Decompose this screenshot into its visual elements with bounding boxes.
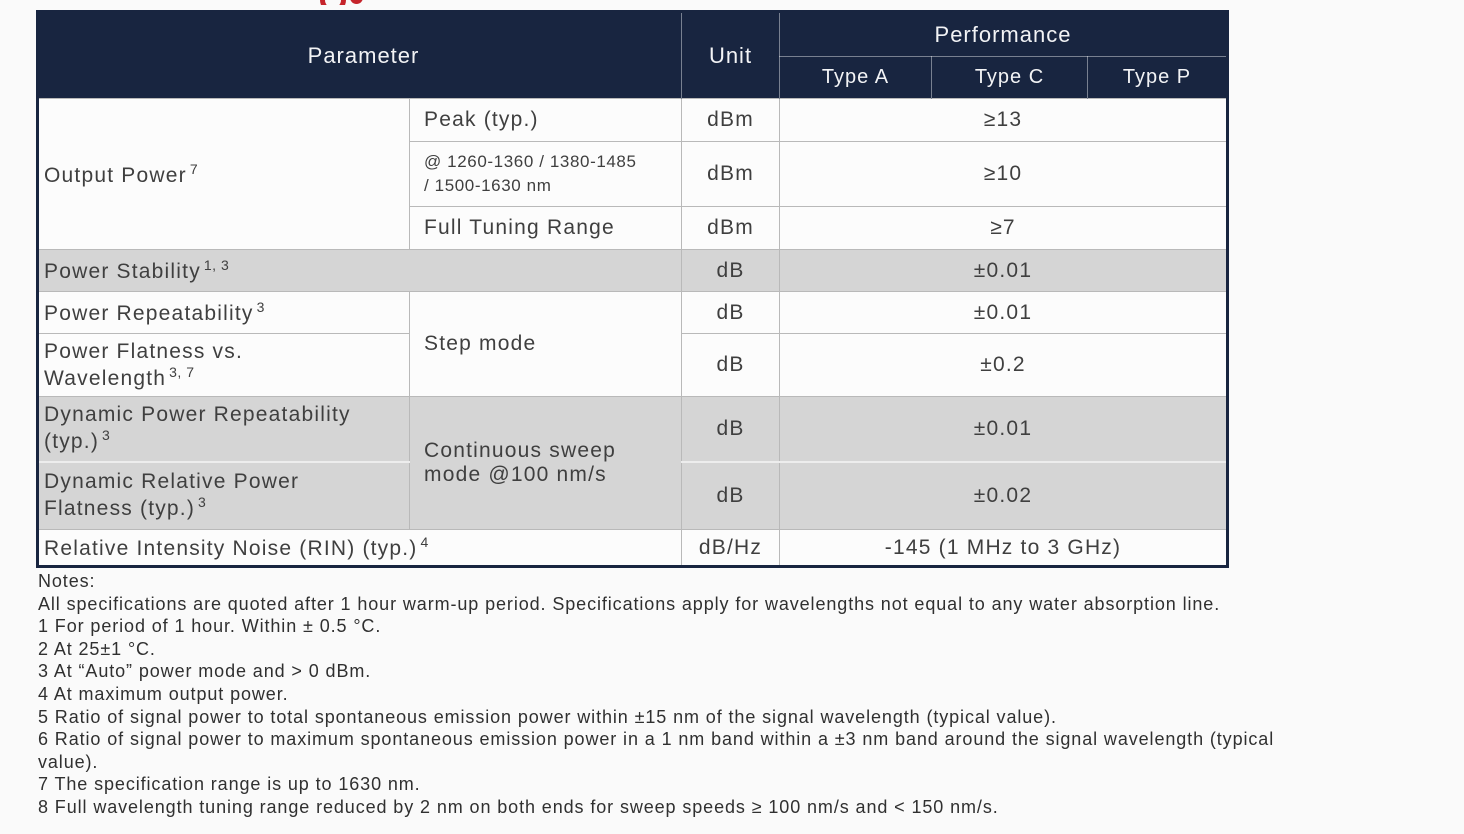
cell-param: Dynamic Relative Power Flatness (typ.) 3 — [37, 460, 410, 530]
note-line: 2 At 25±1 °C. — [38, 638, 156, 659]
note-line: value). — [38, 751, 99, 772]
cell-subparam: Peak (typ.) — [409, 98, 682, 142]
param-label: Dynamic Power Repeatability (typ.) — [44, 403, 351, 454]
col-header-unit: Unit — [681, 11, 780, 99]
header-row-top: Parameter Unit Performance — [37, 11, 1228, 99]
subparam-label-line1: @ 1260-1360 / 1380-1485 — [424, 152, 637, 171]
param-label: Relative Intensity Noise (RIN) (typ.) — [44, 537, 418, 560]
cell-param: Dynamic Power Repeatability (typ.) 3 — [37, 396, 410, 462]
row-relative-intensity-noise: Relative Intensity Noise (RIN) (typ.) 4 d… — [37, 529, 1228, 567]
cell-value: ≥13 — [779, 98, 1228, 142]
cell-param: Power Stability 1, 3 — [37, 249, 682, 292]
notes-section: Notes: All specifications are quoted aft… — [38, 570, 1460, 819]
cell-value: ±0.2 — [779, 333, 1228, 397]
cell-unit: dB — [681, 333, 780, 397]
cell-output-power: Output Power 7 — [37, 98, 410, 250]
col-header-type-c: Type C — [931, 56, 1088, 99]
logo-ring-shape — [320, 0, 346, 5]
cell-continuous-sweep-mode: Continuous sweep mode @100 nm/s — [409, 396, 682, 530]
col-header-performance: Performance — [779, 11, 1228, 57]
param-footnote-ref: 7 — [189, 160, 199, 177]
cell-unit: dB — [681, 396, 780, 462]
col-header-type-p: Type P — [1087, 56, 1228, 99]
param-footnote-ref: 1, 3 — [203, 257, 230, 273]
mode-label: Step mode — [424, 332, 537, 355]
row-power-stability: Power Stability 1, 3 dB ±0.01 — [37, 249, 1228, 292]
cell-value: ±0.01 — [779, 249, 1228, 292]
cell-subparam: Full Tuning Range — [409, 206, 682, 250]
note-line: 5 Ratio of signal power to total spontan… — [38, 706, 1057, 727]
col-header-type-a: Type A — [779, 56, 932, 99]
cell-unit: dB — [681, 291, 780, 334]
cell-param: Power Repeatability 3 — [37, 291, 410, 334]
note-line: 3 At “Auto” power mode and > 0 dBm. — [38, 661, 372, 682]
cell-unit: dBm — [681, 141, 780, 207]
cell-value: ±0.01 — [779, 291, 1228, 334]
cell-step-mode: Step mode — [409, 291, 682, 397]
param-footnote-ref: 4 — [420, 534, 429, 550]
note-line: 1 For period of 1 hour. Within ± 0.5 °C. — [38, 616, 382, 637]
cell-value: -145 (1 MHz to 3 GHz) — [779, 529, 1228, 567]
note-line: 8 Full wavelength tuning range reduced b… — [38, 796, 999, 817]
param-footnote-ref: 3 — [102, 427, 111, 444]
note-line: All specifications are quoted after 1 ho… — [38, 593, 1221, 614]
cell-value: ±0.01 — [779, 396, 1228, 462]
mode-label: Continuous sweep mode @100 nm/s — [424, 439, 616, 486]
row-dynamic-relative-power-flatness: Dynamic Relative Power Flatness (typ.) 3 … — [37, 460, 1228, 530]
cell-param: Relative Intensity Noise (RIN) (typ.) 4 — [37, 529, 682, 567]
subparam-label: Full Tuning Range — [424, 216, 615, 239]
col-header-parameter: Parameter — [37, 11, 682, 99]
param-footnote-ref: 3 — [198, 494, 207, 511]
param-footnote-ref: 3 — [256, 299, 265, 315]
row-output-power-bands: @ 1260-1360 / 1380-1485 / 1500-1630 nm d… — [38, 141, 1228, 207]
cell-unit: dBm — [681, 98, 780, 142]
param-label: Power Repeatability — [44, 302, 254, 325]
param-footnote-ref: 3, 7 — [169, 363, 195, 380]
cell-unit: dB — [681, 249, 780, 292]
cell-value: ≥10 — [779, 141, 1228, 207]
row-output-power-peak: Output Power 7 Peak (typ.) dBm ≥13 — [37, 98, 1228, 250]
header-row-types: Type A Type C Type P — [38, 56, 1228, 99]
param-label: Power Flatness vs. Wavelength — [44, 339, 243, 390]
cell-unit: dB — [681, 460, 780, 530]
subparam-label: Peak (typ.) — [424, 108, 539, 131]
cell-value: ≥7 — [779, 206, 1228, 250]
param-label: Dynamic Relative Power Flatness (typ.) — [44, 470, 300, 521]
partial-red-logo-icon — [318, 0, 382, 5]
notes-title: Notes: — [38, 571, 96, 591]
cell-unit: dB/Hz — [681, 529, 780, 567]
note-line: 6 Ratio of signal power to maximum spont… — [38, 729, 1275, 750]
specification-table: Parameter Unit Performance Type A Type C… — [36, 10, 1229, 568]
cell-param: Power Flatness vs. Wavelength 3, 7 — [37, 333, 410, 397]
param-label: Power Stability — [44, 260, 201, 283]
cell-subparam: @ 1260-1360 / 1380-1485 / 1500-1630 nm — [409, 141, 682, 207]
row-dynamic-power-repeatability: Dynamic Power Repeatability (typ.) 3 Cont… — [37, 396, 1228, 530]
row-power-repeatability: Power Repeatability 3 Step mode dB ±0.01 — [37, 291, 1228, 397]
note-line: 4 At maximum output power. — [38, 683, 289, 704]
note-line: 7 The specification range is up to 1630 … — [38, 774, 421, 795]
cell-unit: dBm — [681, 206, 780, 250]
logo-dot-shape — [350, 0, 363, 4]
param-label: Output Power — [44, 163, 187, 187]
cell-value: ±0.02 — [779, 460, 1228, 530]
subparam-label-line2: / 1500-1630 nm — [424, 176, 552, 195]
